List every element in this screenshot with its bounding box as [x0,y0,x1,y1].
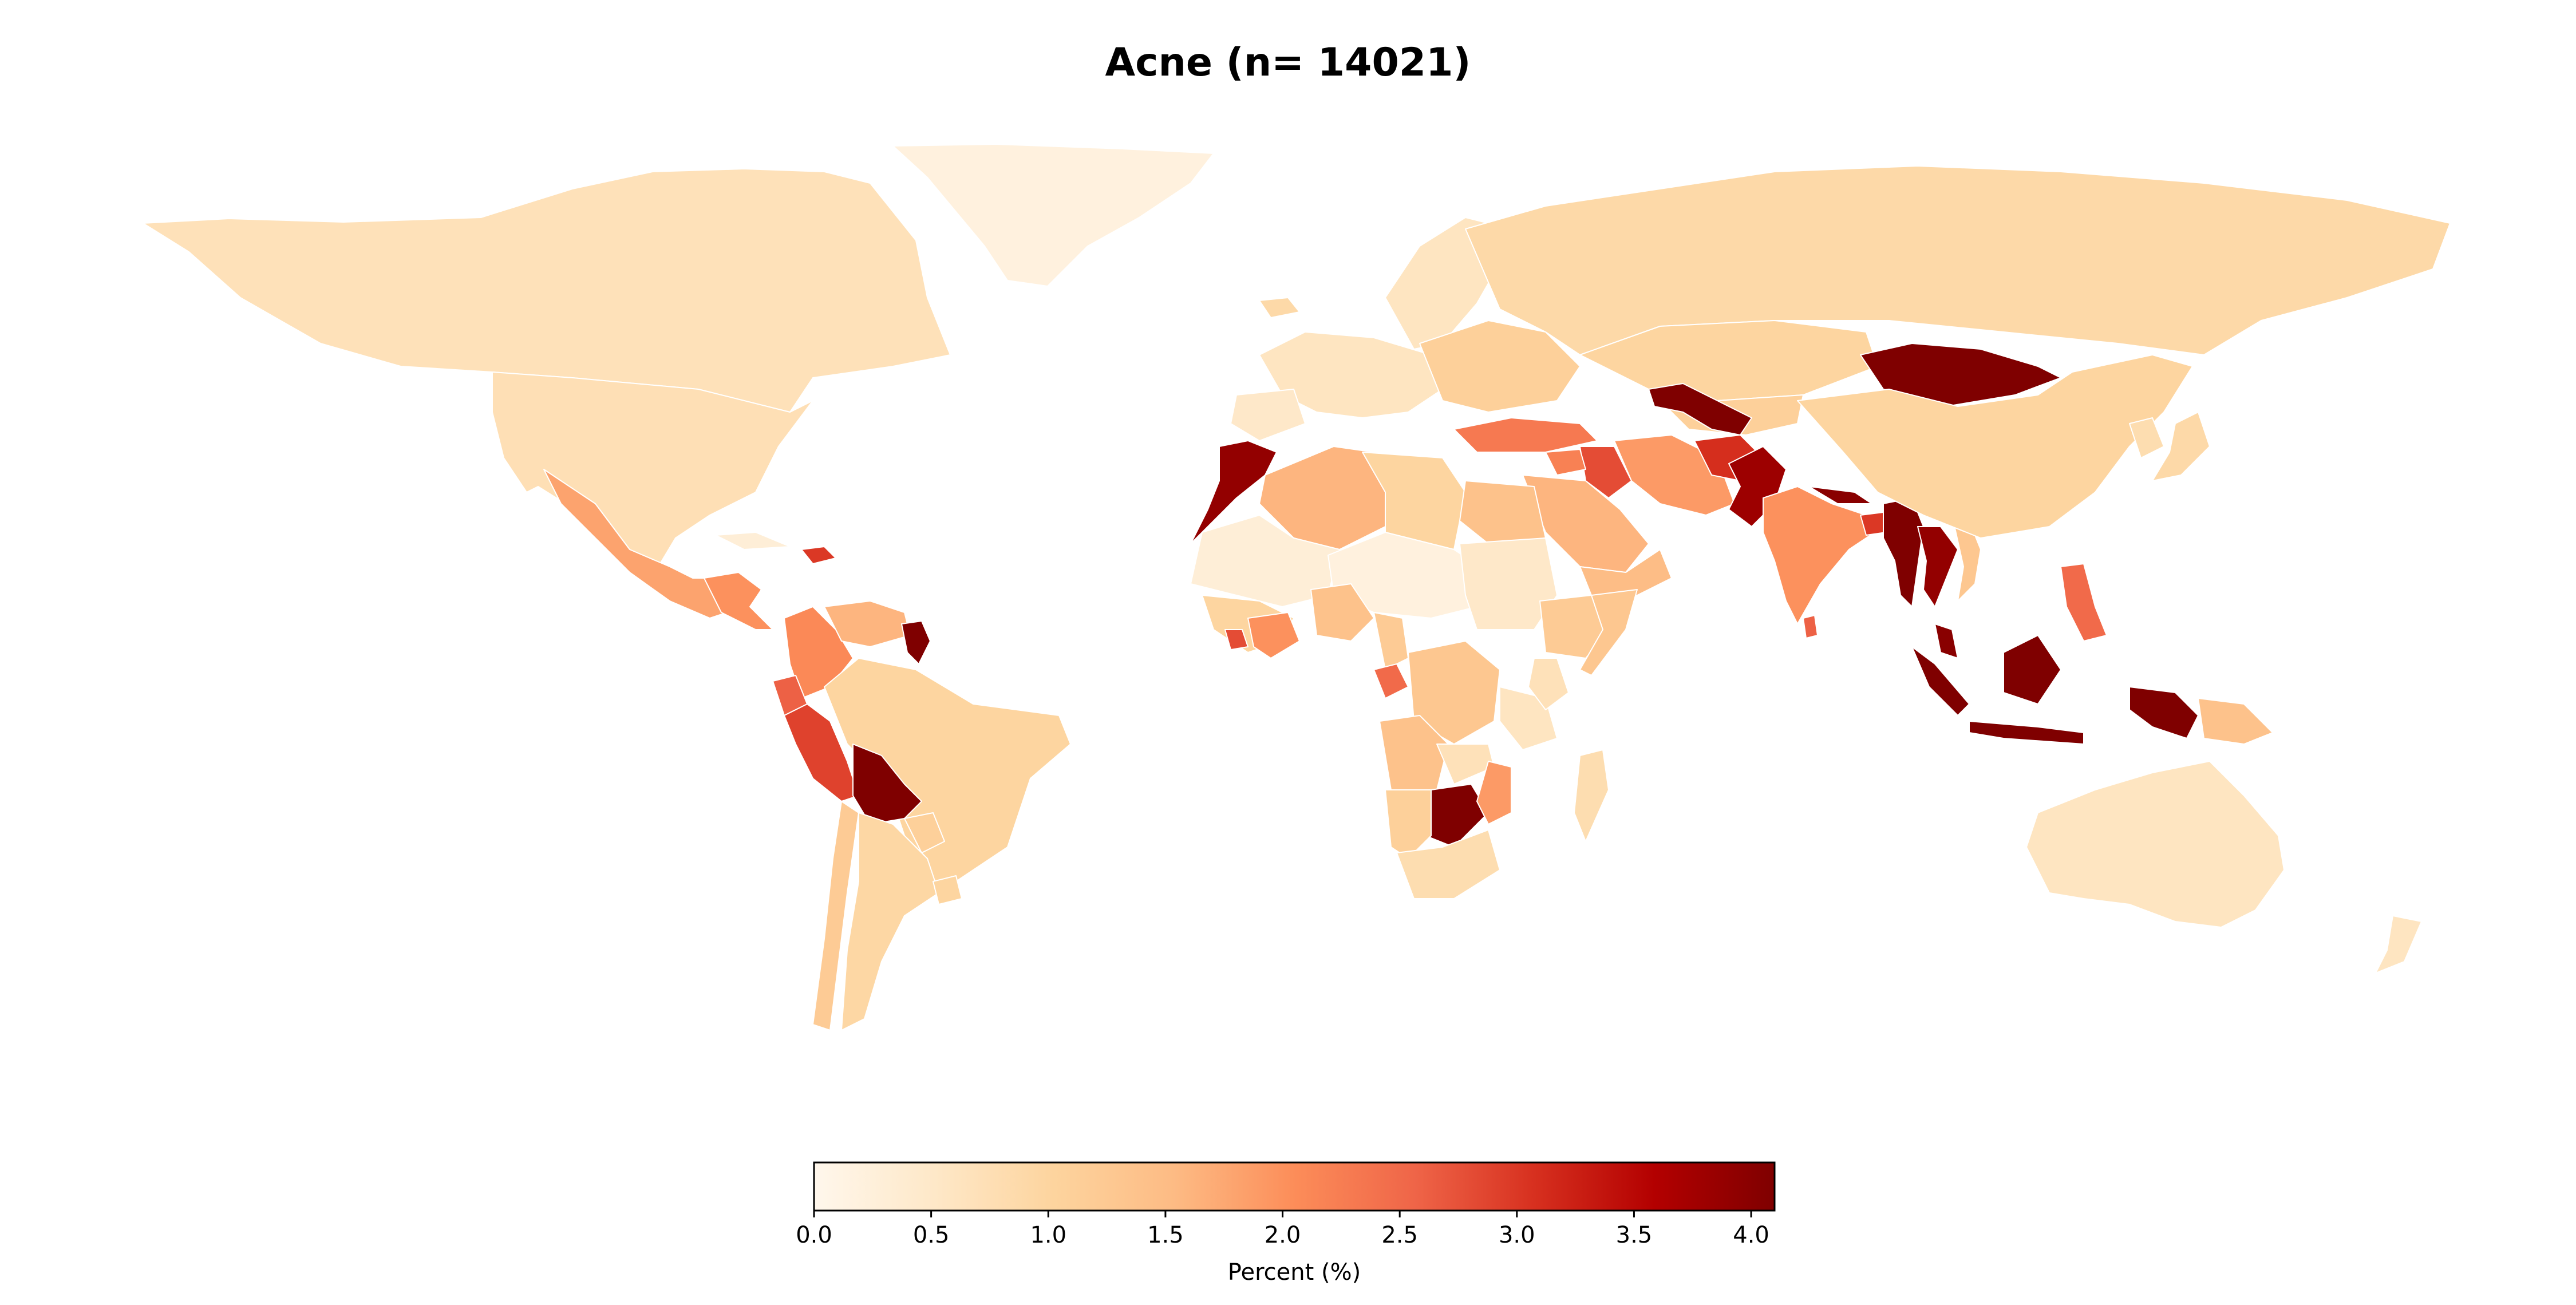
country-iraq [1579,446,1632,499]
country-sudan [1459,537,1558,630]
country-new-zealand [2375,915,2422,974]
country-argentina [841,812,939,1031]
country-uruguay [933,875,962,905]
country-portugal-spain [1230,389,1306,441]
country-madagascar [1574,749,1609,842]
country-thailand [1917,526,1958,607]
country-liberia [1224,629,1249,650]
country-western-europe [1259,331,1443,418]
country-kenya [1528,658,1569,710]
colorbar-tick-label: 3.0 [1499,1222,1535,1248]
country-australia [2026,761,2285,928]
colorbar-tick-label: 1.5 [1147,1222,1184,1248]
country-syria [1545,449,1586,476]
country-central-america [704,572,773,630]
colorbar-tick-label: 2.5 [1381,1222,1418,1248]
country-namibia-botswana [1385,789,1432,859]
country-greenland [892,144,1214,287]
country-united-states [492,371,813,567]
chart-title: Acne (n= 14021) [1105,40,1471,85]
country-suriname [901,620,931,665]
country-eastern-europe [1419,320,1581,413]
country-morocco [1190,440,1277,544]
country-mozambique [1476,761,1512,825]
country-south-africa [1396,829,1500,899]
colorbar-tick-label: 0.0 [796,1222,832,1248]
country-paraguay [904,812,945,853]
colorbar-ticks: 0.0 0.5 1.0 1.5 2.0 2.5 3.0 3.5 4.0 [796,1211,1769,1248]
country-papua-new-guinea [2198,698,2273,745]
country-japan [2152,412,2210,481]
country-sri-lanka [1803,615,1818,639]
country-cuba [715,532,791,550]
country-somalia [1579,589,1638,676]
country-saudi-arabia [1522,474,1649,573]
country-india [1763,486,1884,624]
colorbar-tick-label: 0.5 [913,1222,950,1248]
country-gabon [1373,663,1409,699]
country-bolivia [852,744,922,825]
colorbar-tick-label: 4.0 [1733,1222,1769,1248]
country-philippines [2060,563,2107,642]
country-iceland [1259,297,1300,318]
colorbar-gradient [813,1161,1776,1212]
country-nepal-bhutan [1808,486,1872,504]
country-korea [2129,417,2164,458]
country-malaysia [1934,623,1958,659]
country-dominican-republic [801,546,836,564]
country-turkey [1453,417,1598,453]
colorbar-tick-label: 1.0 [1030,1222,1066,1248]
country-chile [812,801,859,1031]
country-nigeria [1310,583,1374,642]
country-indonesia [1911,635,2199,745]
country-canada [143,168,951,413]
world-map [143,144,2451,1031]
country-ghana-ivory-coast [1247,612,1300,659]
colorbar-tick-label: 3.5 [1616,1222,1653,1248]
colorbar-label: Percent (%) [1228,1259,1361,1286]
colorbar-tick-label: 2.0 [1265,1222,1301,1248]
